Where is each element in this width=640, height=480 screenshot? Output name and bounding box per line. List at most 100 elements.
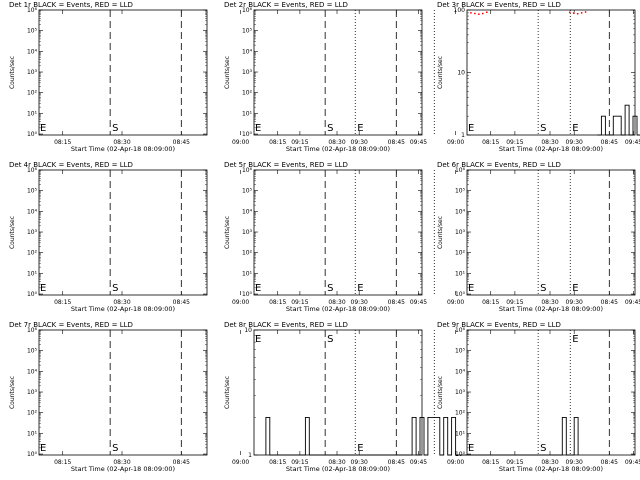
lld-point [580, 11, 583, 14]
y-tick-label: 10⁰ [242, 131, 253, 138]
x-axis-label: Start Time (02-Apr-18 08:09:00) [71, 305, 175, 313]
y-tick-label: 10⁴ [455, 368, 466, 375]
event-marker-e: E [357, 283, 363, 294]
y-tick-label: 100 [454, 7, 466, 14]
event-marker-s: S [112, 123, 118, 134]
x-tick-label: 08:30 [541, 139, 558, 146]
x-tick-label: 08:15 [482, 139, 499, 146]
x-tick-label: 08:15 [269, 139, 286, 146]
lld-point [572, 12, 575, 15]
chart-title: Det 9r BLACK = Events, RED = LLD [437, 321, 561, 329]
event-marker-s: S [112, 443, 118, 454]
event-marker-e: E [572, 283, 578, 294]
y-tick-label: 10² [455, 250, 466, 257]
lld-point [474, 12, 476, 15]
x-tick-label: 09:30 [566, 299, 583, 306]
plot-frame [253, 169, 423, 296]
lld-point [477, 13, 480, 15]
plot-frame [466, 9, 636, 136]
y-axis-label: Counts/sec [224, 376, 231, 409]
lld-point [470, 11, 472, 14]
x-tick-label: 08:45 [388, 139, 405, 146]
y-tick-label: 10³ [242, 69, 253, 76]
plot-frame [253, 329, 423, 456]
x-tick-label: 09:15 [506, 459, 523, 466]
x-tick-label: 08:15 [54, 459, 71, 466]
y-tick-label: 10⁴ [27, 48, 38, 55]
x-tick-label: 09:00 [447, 299, 464, 306]
event-marker-e: E [40, 123, 46, 134]
event-marker-e: E [572, 334, 578, 345]
event-marker-e: E [357, 443, 363, 454]
lld-point [584, 11, 587, 13]
y-tick-label: 1 [248, 452, 252, 459]
y-tick-label: 10¹ [27, 110, 38, 117]
chart-title: Det 8r BLACK = Events, RED = LLD [224, 321, 348, 329]
y-tick-label: 10⁶ [242, 7, 253, 14]
plot-frame [466, 169, 636, 296]
chart-title: Det 7r BLACK = Events, RED = LLD [9, 321, 133, 329]
chart-title: Det 2r BLACK = Events, RED = LLD [224, 1, 348, 9]
x-tick-label: 09:45 [625, 459, 640, 466]
y-tick-label: 10⁶ [455, 327, 466, 334]
x-tick-label: 08:30 [541, 459, 558, 466]
y-tick-label: 10⁵ [242, 28, 253, 35]
x-tick-label: 09:00 [232, 139, 249, 146]
y-tick-label: 10³ [27, 69, 38, 76]
y-tick-label: 10⁴ [242, 48, 253, 55]
y-axis-label: Counts/sec [9, 56, 16, 89]
x-tick-label: 09:45 [410, 459, 427, 466]
x-tick-label: 08:45 [173, 459, 190, 466]
x-tick-label: 08:30 [328, 459, 345, 466]
event-marker-e: E [40, 283, 46, 294]
x-tick-label: 08:15 [482, 299, 499, 306]
y-axis-label: Counts/sec [224, 56, 231, 89]
y-tick-label: 10¹ [27, 270, 38, 277]
y-tick-label: 10¹ [27, 430, 38, 437]
y-tick-label: 10⁶ [27, 7, 38, 14]
event-marker-s: S [327, 334, 333, 345]
y-axis-label: Counts/sec [9, 376, 16, 409]
x-tick-label: 08:45 [601, 139, 618, 146]
y-tick-label: 10⁶ [27, 327, 38, 334]
x-tick-label: 08:45 [173, 299, 190, 306]
events-series-line [265, 416, 579, 456]
y-tick-label: 10⁴ [455, 208, 466, 215]
y-tick-label: 10⁰ [27, 131, 38, 138]
y-tick-label: 10⁶ [27, 167, 38, 174]
event-marker-s: S [540, 283, 546, 294]
y-tick-label: 10³ [27, 229, 38, 236]
event-marker-s: S [327, 283, 333, 294]
lld-point [485, 11, 488, 14]
plot-frame [38, 9, 208, 136]
chart-panel-2: Det 2r BLACK = Events, RED = LLD 10⁰ 10¹ 10… [224, 1, 640, 153]
y-tick-label: 10³ [455, 389, 466, 396]
x-tick-label: 09:00 [447, 139, 464, 146]
event-marker-e: E [468, 283, 474, 294]
x-tick-label: 08:15 [482, 459, 499, 466]
y-tick-label: 10⁴ [27, 368, 38, 375]
x-tick-label: 09:15 [291, 459, 308, 466]
plot-frame [38, 329, 208, 456]
lld-point [576, 12, 579, 15]
x-axis-label: Start Time (02-Apr-18 08:09:00) [499, 145, 603, 153]
x-tick-label: 09:30 [351, 139, 368, 146]
event-marker-s: S [327, 123, 333, 134]
plot-frame [38, 169, 208, 296]
x-tick-label: 08:15 [269, 459, 286, 466]
x-tick-label: 09:15 [506, 299, 523, 306]
x-axis-label: Start Time (02-Apr-18 08:09:00) [71, 145, 175, 153]
y-tick-label: 10¹ [242, 110, 253, 117]
y-tick-label: 10⁵ [455, 188, 466, 195]
chart-panel-6: Det 6r BLACK = Events, RED = LLD 10⁰ 10¹ 10… [437, 161, 636, 313]
event-marker-e: E [357, 123, 363, 134]
x-tick-label: 09:30 [351, 459, 368, 466]
y-tick-label: 10 [244, 327, 252, 334]
x-tick-label: 08:30 [113, 299, 130, 306]
x-tick-label: 09:00 [232, 459, 249, 466]
x-tick-label: 09:30 [566, 459, 583, 466]
y-tick-label: 10⁵ [27, 348, 38, 355]
y-tick-label: 10² [27, 410, 38, 417]
y-tick-label: 10² [27, 250, 38, 257]
chart-title: Det 6r BLACK = Events, RED = LLD [437, 161, 561, 169]
